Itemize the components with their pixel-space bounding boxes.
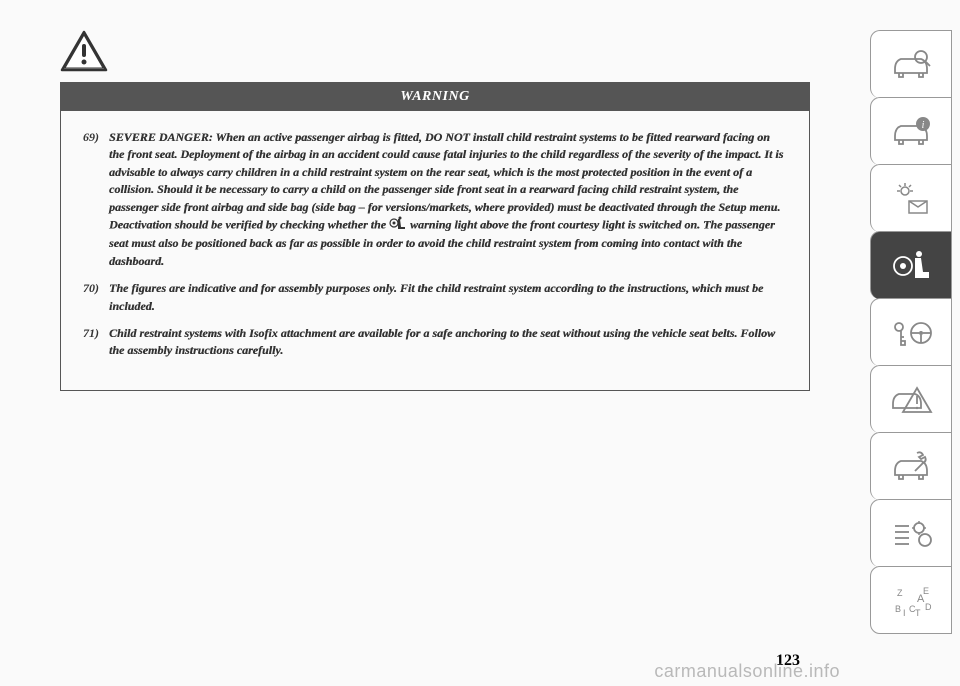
item-text: Child restraint systems with Isofix atta… (109, 325, 787, 360)
svg-text:T: T (915, 608, 921, 618)
vehicle-warning-icon (887, 378, 935, 422)
item-number: 71) (83, 325, 109, 360)
tab-key-steering[interactable] (870, 298, 952, 366)
svg-text:I: I (903, 608, 906, 618)
lights-messages-icon (887, 177, 935, 221)
warning-item: 70) The figures are indicative and for a… (83, 280, 787, 315)
tab-vehicle-inspect[interactable] (870, 30, 952, 98)
warning-item: 71) Child restraint systems with Isofix … (83, 325, 787, 360)
settings-list-icon (887, 512, 935, 556)
manual-page: WARNING 69) SEVERE DANGER: When an activ… (0, 0, 850, 686)
vehicle-service-icon (887, 445, 935, 489)
airbag-seat-icon (887, 244, 935, 288)
warning-body: 69) SEVERE DANGER: When an active passen… (61, 111, 809, 390)
item-number: 70) (83, 280, 109, 315)
svg-text:D: D (925, 602, 932, 612)
tab-alpha-index[interactable]: Z E B D I C T A (870, 566, 952, 634)
airbag-off-icon (389, 216, 407, 235)
tab-airbag-seat[interactable] (870, 231, 952, 299)
warning-item: 69) SEVERE DANGER: When an active passen… (83, 129, 787, 270)
section-tabs-sidebar: i (870, 30, 952, 633)
tab-vehicle-warning[interactable] (870, 365, 952, 433)
warning-header: WARNING (61, 83, 809, 111)
vehicle-info-icon: i (887, 110, 935, 154)
item-text: The figures are indicative and for assem… (109, 280, 787, 315)
key-steering-icon (887, 311, 935, 355)
alpha-index-icon: Z E B D I C T A (887, 578, 935, 622)
warning-triangle-icon (60, 30, 108, 72)
svg-text:B: B (895, 604, 901, 614)
tab-vehicle-info[interactable]: i (870, 97, 952, 165)
svg-text:A: A (917, 593, 925, 605)
warning-box: WARNING 69) SEVERE DANGER: When an activ… (60, 82, 810, 391)
item-text: SEVERE DANGER: When an active passenger … (109, 129, 787, 270)
tab-vehicle-service[interactable] (870, 432, 952, 500)
watermark-text: carmanualsonline.info (654, 661, 840, 682)
tab-lights-messages[interactable] (870, 164, 952, 232)
item-number: 69) (83, 129, 109, 270)
svg-text:Z: Z (897, 588, 903, 598)
tab-settings-list[interactable] (870, 499, 952, 567)
vehicle-inspect-icon (887, 43, 935, 87)
svg-text:i: i (922, 120, 925, 131)
